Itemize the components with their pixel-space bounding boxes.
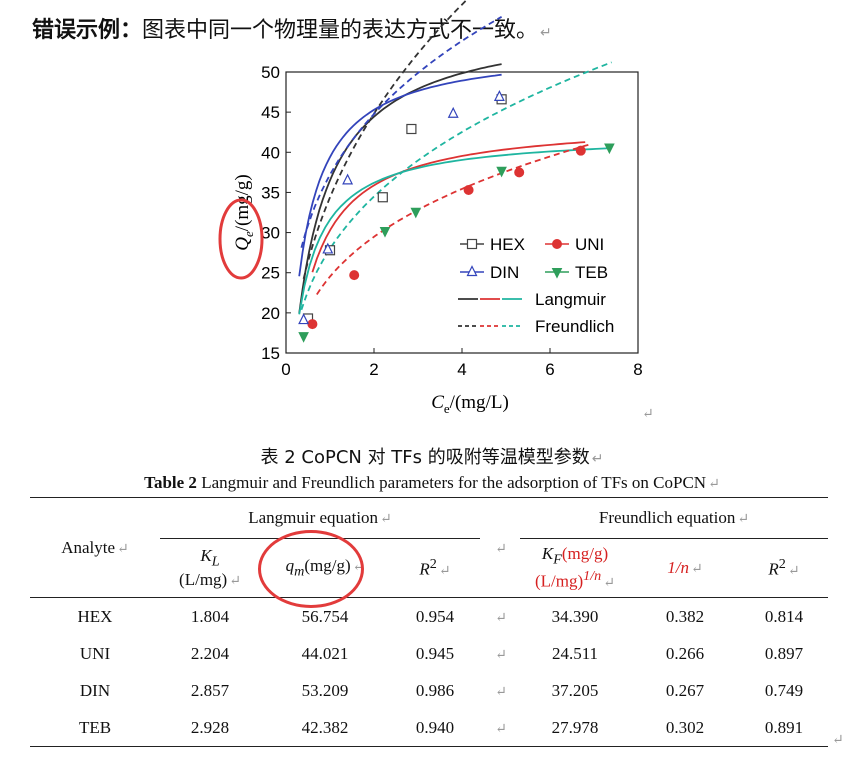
caption-zh-text: 表 2 CoPCN 对 TFs 的吸附等温模型参数 [260, 447, 590, 468]
return-mark-icon: ↵ [540, 25, 552, 41]
y-tick-label: 35 [261, 183, 280, 202]
table-row: TEB 2.928 42.382 0.940 ↵ 27.978 0.302 0.891 [30, 709, 828, 747]
x-tick-label: 8 [633, 360, 642, 379]
table-caption-en: Table 2 Langmuir and Freundlich paramete… [0, 473, 864, 493]
y-tick-label: 45 [261, 103, 280, 122]
legend-marker-hex [466, 238, 478, 250]
data-point-din [298, 313, 310, 325]
caption-en-text: Langmuir and Freundlich parameters for t… [196, 473, 707, 492]
highlight-circle-ylabel [218, 198, 264, 280]
legend-label-uni: UNI [575, 235, 604, 254]
data-point-hex [377, 192, 388, 203]
x-tick-label: 6 [545, 360, 554, 379]
y-tick-label: 20 [261, 304, 280, 323]
data-point-din [342, 173, 354, 185]
kf-header: KF(mg/g) (L/mg)1/n ↵ [535, 543, 615, 592]
langmuir-fit-line [298, 147, 612, 315]
y-tick-label: 30 [261, 224, 280, 243]
data-point-teb [496, 166, 507, 178]
kl-header: KL (L/mg) ↵ [179, 545, 241, 590]
r2-freundlich-header: R2 ↵ [768, 556, 800, 579]
y-tick-label: 40 [261, 143, 280, 162]
heading-label: 错误示例： [32, 18, 143, 43]
freundlich-fit-line [300, 16, 503, 248]
qm-header: qm(mg/g) ↵ [285, 555, 365, 580]
data-point-uni [575, 145, 586, 156]
data-markers [298, 90, 615, 343]
data-point-uni [307, 319, 318, 330]
data-point-din [322, 242, 334, 254]
isotherm-chart: 0 2 4 6 81520253035404550Ce/(mg/L)Qe/(mg/g) … [218, 0, 654, 422]
freundlich-fit-line [302, 0, 468, 280]
x-tick-label: 0 [281, 360, 290, 379]
x-tick-label: 2 [369, 360, 378, 379]
legend-label-teb: TEB [575, 263, 608, 282]
freundlich-group-header: Freundlich equation ↵ [520, 497, 828, 539]
table-caption-zh: 表 2 CoPCN 对 TFs 的吸附等温模型参数 ↵ [0, 443, 864, 469]
return-mark-icon: ↵ [591, 451, 604, 467]
legend-label-langmuir: Langmuir [535, 290, 606, 309]
data-point-din [447, 106, 459, 118]
chart-legend: HEX UNI DIN TEB Langmuir Freundlich [458, 235, 614, 336]
table-row: DIN 2.857 53.209 0.986 ↵ 37.205 0.267 0.749 [79, 680, 804, 700]
y-tick-label: 50 [261, 63, 280, 82]
langmuir-group-header: Langmuir equation ↵ [160, 497, 480, 539]
legend-label-hex: HEX [490, 235, 525, 254]
y-tick-label: 25 [261, 264, 280, 283]
data-point-teb [298, 332, 309, 343]
table-header-row-1: Analyte ↵ Langmuir equation ↵ ↵ Freundlich… [30, 497, 828, 598]
x-tick-label: 4 [457, 360, 466, 379]
parameters-table: Analyte ↵ Langmuir equation ↵ ↵ Freundlich… [30, 497, 828, 747]
return-mark-icon: ↵ [642, 407, 654, 422]
page-heading: 错误示例：图表中同一个物理量的表达方式不一致。 ↵ [32, 12, 552, 44]
legend-marker-uni [552, 239, 562, 249]
data-point-teb [379, 226, 391, 238]
freundlich-fit-line [300, 61, 612, 311]
langmuir-fit-line [311, 141, 586, 273]
plot-frame [285, 71, 639, 354]
analyte-header: Analyte ↵ [30, 497, 160, 598]
table-row: UNI 2.204 44.021 0.945 ↵ 24.511 0.266 0.897 [79, 643, 804, 663]
x-axis-label: Ce/(mg/L) [431, 392, 509, 416]
r2-langmuir-header: R2 ↵ [419, 556, 451, 579]
n-inv-header: 1/n ↵ [667, 558, 703, 577]
legend-marker-din [466, 265, 478, 277]
legend-label-din: DIN [490, 263, 519, 282]
axis-labels: 0 2 4 6 8 15 20 25 30 35 40 45 50 Ce/(mg/L) Qe/(mg/g) [232, 63, 643, 416]
langmuir-fit-line [298, 73, 502, 277]
return-mark-icon: ↵ [708, 477, 720, 492]
spacer-header: ↵ [480, 497, 520, 598]
data-point-uni [463, 185, 474, 196]
data-point-teb [604, 143, 615, 155]
y-tick-label: 15 [261, 344, 280, 363]
table-row: HEX 1.804 56.754 0.954 ↵ 34.390 0.382 0.814 [30, 597, 828, 635]
data-point-uni [349, 270, 360, 281]
plot-border [285, 71, 639, 354]
table-header-row-2: KL (L/mg) ↵ qm(mg/g) ↵ R2 ↵ KF(mg/g) (L/mg)1/… [30, 539, 828, 598]
data-point-uni [514, 167, 525, 178]
data-point-teb [410, 207, 422, 219]
data-point-hex [406, 123, 417, 135]
freundlich-fit-line [316, 143, 590, 296]
legend-marker-teb [551, 268, 563, 279]
data-point-din [493, 90, 505, 101]
fit-lines [298, 0, 612, 315]
y-axis-label: Qe/(mg/g) [232, 174, 256, 251]
legend-label-freundlich: Freundlich [535, 317, 614, 336]
heading-text: 图表中同一个物理量的表达方式不一致。 [142, 18, 539, 43]
return-mark-icon: ↵ [832, 733, 844, 748]
caption-en-label: Table 2 [144, 473, 197, 492]
